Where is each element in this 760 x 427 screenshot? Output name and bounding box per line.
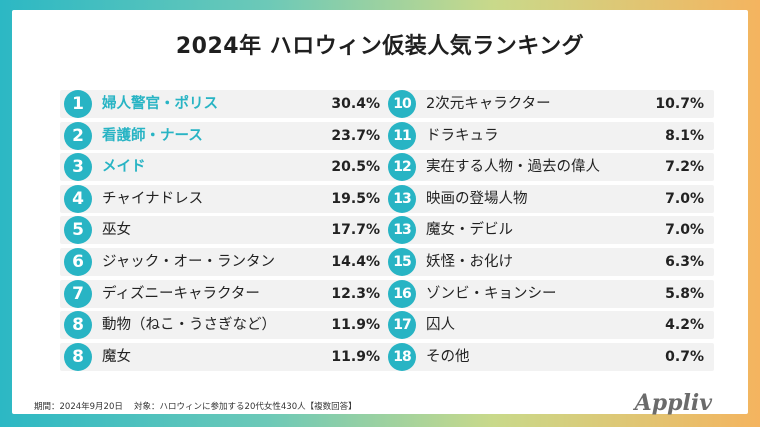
costume-label: 映画の登場人物 — [426, 190, 528, 207]
costume-label: 魔女・デビル — [426, 222, 513, 239]
costume-label: 婦人警官・ポリス — [102, 96, 218, 112]
percentage-value: 10.7% — [655, 96, 704, 112]
rank-badge: 12 — [388, 153, 416, 182]
ranking-row: 4 チャイナドレス 19.5% — [60, 184, 390, 213]
percentage-value: 19.5% — [331, 190, 380, 207]
percentage-value: 0.7% — [665, 348, 704, 365]
costume-label: 看護師・ナース — [102, 127, 203, 144]
ranking-row: 16 ゾンビ・キョンシー 5.8% — [384, 279, 714, 308]
costume-label: メイド — [102, 159, 146, 176]
percentage-value: 30.4% — [331, 96, 380, 112]
rank-badge: 18 — [388, 342, 416, 371]
percentage-value: 11.9% — [331, 348, 380, 365]
rank-badge: 6 — [64, 247, 92, 276]
ranking-row: 7 ディズニーキャラクター 12.3% — [60, 279, 390, 308]
percentage-value: 12.3% — [331, 285, 380, 302]
percentage-value: 7.2% — [665, 159, 704, 176]
ranking-row: 15 妖怪・お化け 6.3% — [384, 247, 714, 276]
percentage-value: 11.9% — [331, 317, 380, 334]
costume-label: ジャック・オー・ランタン — [102, 253, 275, 270]
ranking-row: 11 ドラキュラ 8.1% — [384, 121, 714, 150]
ranking-row: 13 魔女・デビル 7.0% — [384, 216, 714, 245]
rank-badge: 4 — [64, 184, 92, 213]
ranking-row: 8 動物（ねこ・うさぎなど） 11.9% — [60, 311, 390, 340]
percentage-value: 14.4% — [331, 253, 380, 270]
costume-label: ディズニーキャラクター — [102, 285, 260, 302]
ranking-row: 13 映画の登場人物 7.0% — [384, 184, 714, 213]
rank-badge: 8 — [64, 342, 92, 371]
rank-badge: 7 — [64, 279, 92, 308]
ranking-row: 10 2次元キャラクター 10.7% — [384, 90, 714, 118]
ranking-column-left: 1 婦人警官・ポリス 30.4% 2 看護師・ナース 23.7% 3 メイド 20.5% 4 チャイ… — [60, 90, 390, 374]
costume-label: ドラキュラ — [426, 127, 499, 144]
rank-badge: 13 — [388, 216, 416, 245]
costume-label: 囚人 — [426, 317, 455, 334]
costume-label: その他 — [426, 348, 470, 365]
ranking-row: 3 メイド 20.5% — [60, 153, 390, 182]
chart-title: 2024年 ハロウィン仮装人気ランキング — [175, 34, 585, 59]
ranking-row: 17 囚人 4.2% — [384, 311, 714, 340]
percentage-value: 6.3% — [665, 253, 704, 270]
ranking-row: 12 実在する人物・過去の偉人 7.2% — [384, 153, 714, 182]
rank-badge: 3 — [64, 153, 92, 182]
ranking-card: 2024年 ハロウィン仮装人気ランキング 1 婦人警官・ポリス 30.4% 2 看護師・… — [12, 10, 748, 416]
ranking-row: 6 ジャック・オー・ランタン 14.4% — [60, 247, 390, 276]
ranking-column-right: 10 2次元キャラクター 10.7% 11 ドラキュラ 8.1% 12 実在する人物・過去の偉… — [384, 90, 714, 374]
rank-badge: 16 — [388, 279, 416, 308]
rank-badge: 10 — [388, 90, 416, 118]
percentage-value: 4.2% — [665, 317, 704, 334]
rank-badge: 2 — [64, 121, 92, 150]
rank-badge: 17 — [388, 311, 416, 340]
costume-label: ゾンビ・キョンシー — [426, 285, 557, 302]
ranking-row: 2 看護師・ナース 23.7% — [60, 121, 390, 150]
rank-badge: 15 — [388, 247, 416, 276]
percentage-value: 7.0% — [665, 190, 704, 207]
ranking-row: 5 巫女 17.7% — [60, 216, 390, 245]
costume-label: 2次元キャラクター — [426, 96, 551, 112]
ranking-row: 1 婦人警官・ポリス 30.4% — [60, 90, 390, 118]
percentage-value: 7.0% — [665, 222, 704, 239]
rank-badge: 5 — [64, 216, 92, 245]
percentage-value: 17.7% — [331, 222, 380, 239]
applive-logo: Appliv — [634, 390, 712, 416]
costume-label: 魔女 — [102, 348, 131, 365]
rank-badge: 1 — [64, 90, 92, 118]
costume-label: 動物（ねこ・うさぎなど） — [102, 317, 276, 334]
percentage-value: 20.5% — [331, 159, 380, 176]
percentage-value: 23.7% — [331, 127, 380, 144]
costume-label: 妖怪・お化け — [426, 253, 513, 270]
rank-badge: 13 — [388, 184, 416, 213]
costume-label: 実在する人物・過去の偉人 — [426, 159, 600, 176]
costume-label: チャイナドレス — [102, 190, 204, 207]
percentage-value: 5.8% — [665, 285, 704, 302]
rank-badge: 11 — [388, 121, 416, 150]
survey-footnote: 期間：2024年9月20日 対象：ハロウィンに参加する20代女性430人【複数回… — [34, 402, 357, 412]
costume-label: 巫女 — [102, 222, 131, 239]
rank-badge: 8 — [64, 311, 92, 340]
ranking-row: 18 その他 0.7% — [384, 342, 714, 371]
percentage-value: 8.1% — [665, 127, 704, 144]
ranking-row: 8 魔女 11.9% — [60, 342, 390, 371]
